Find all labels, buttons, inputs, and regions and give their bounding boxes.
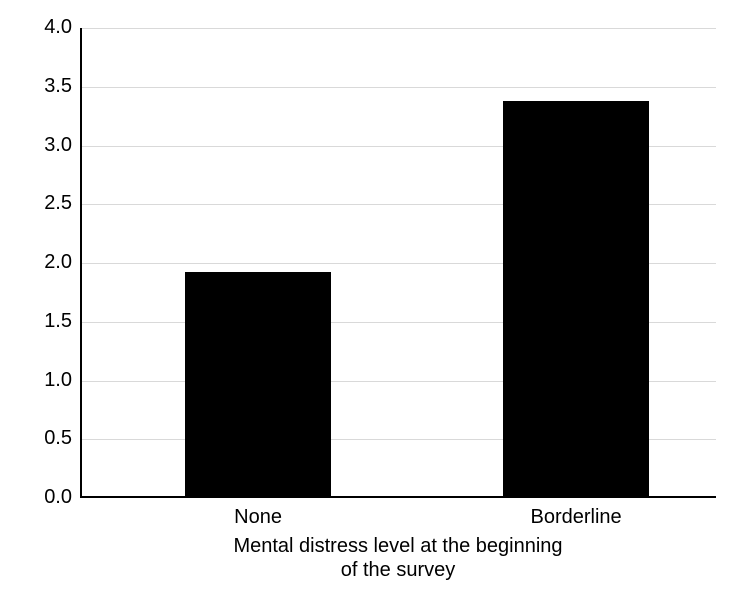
- plot-area: [80, 28, 716, 498]
- y-tick-label: 4.0: [22, 16, 72, 39]
- y-tick-label: 2.0: [22, 251, 72, 274]
- y-tick-label: 0.5: [22, 427, 72, 450]
- x-axis-title-line: Mental distress level at the beginning: [80, 534, 716, 558]
- bar: [503, 101, 649, 498]
- bar-chart: 0.0 0.5 1.0 1.5 2.0 2.5 3.0 3.5 4.0 None Borderli…: [0, 0, 748, 602]
- y-tick-label: 3.0: [22, 134, 72, 157]
- gridline: [80, 87, 716, 88]
- y-axis-line: [80, 28, 82, 498]
- x-axis-title: Mental distress level at the beginningof…: [80, 534, 716, 582]
- y-tick-label: 3.5: [22, 75, 72, 98]
- x-category-label: Borderline: [476, 506, 676, 529]
- x-axis-title-line: of the survey: [80, 558, 716, 582]
- y-tick-label: 2.5: [22, 192, 72, 215]
- x-category-label: None: [158, 506, 358, 529]
- gridline: [80, 28, 716, 29]
- y-tick-label: 0.0: [22, 486, 72, 509]
- bar: [185, 272, 331, 498]
- y-tick-label: 1.5: [22, 310, 72, 333]
- y-tick-label: 1.0: [22, 369, 72, 392]
